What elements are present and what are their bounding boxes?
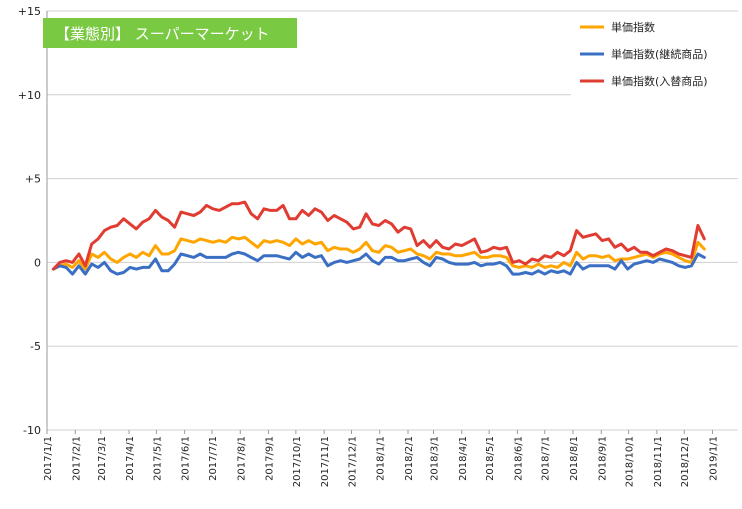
x-tick-label: 2017/5/1 [152,436,163,481]
y-tick-label: -5 [30,340,41,353]
x-tick-label: 2017/8/1 [236,436,247,481]
x-tick-label: 2017/1/1 [43,436,54,481]
x-tick-label: 2017/3/1 [97,436,108,481]
x-tick-label: 2017/2/1 [71,436,82,481]
x-tick-label: 2018/8/1 [569,436,580,481]
x-tick-label: 2018/5/1 [485,436,496,481]
title-background [43,18,297,48]
x-tick-label: 2018/4/1 [458,436,469,481]
x-tick-label: 2017/7/1 [208,436,219,481]
x-tick-label: 2018/1/1 [376,436,387,481]
axes [46,11,713,434]
x-tick-label: 2017/12/1 [347,436,358,487]
chart-title: 【業態別】 スーパーマーケット [55,25,270,43]
y-tick-label: +15 [18,5,41,18]
legend-label: 単価指数(入替商品) [611,74,708,88]
y-tick-label: +5 [25,173,41,186]
x-tick-label: 2018/2/1 [404,436,415,481]
series-line-3 [51,200,706,271]
gridlines [47,10,738,431]
y-tick-label: 0 [34,256,41,269]
legend-label: 単価指数 [611,20,655,34]
x-tick-label: 2018/7/1 [541,436,552,481]
series-lines [51,200,706,276]
x-tick-label: 2018/6/1 [513,436,524,481]
series-line-1 [51,235,706,271]
x-tick-label: 2017/10/1 [292,436,303,487]
x-tick-label: 2019/1/1 [708,436,719,481]
x-tick-label: 2017/4/1 [125,436,136,481]
x-tick-label: 2018/3/1 [430,436,441,481]
x-tick-label: 2018/12/1 [680,436,691,487]
series-line-2 [51,250,706,276]
x-tick-labels: 2017/1/1 2017/2/1 2017/3/1 2017/4/1 2017/5/1… [43,436,719,487]
y-tick-labels: +15 +10 +5 0 -5 -10 [18,5,41,437]
x-tick-label: 2017/9/1 [265,436,276,481]
chart-title-box: 【業態別】 スーパーマーケット [43,18,297,48]
y-tick-label: -10 [23,424,41,437]
legend-label: 単価指数(継続商品) [611,47,708,61]
x-tick-label: 2017/11/1 [320,436,331,487]
y-tick-label: +10 [18,89,41,102]
x-tick-label: 2017/6/1 [181,436,192,481]
x-tick-label: 2018/11/1 [653,436,664,487]
x-tick-label: 2018/10/1 [625,436,636,487]
x-tick-label: 2018/9/1 [597,436,608,481]
